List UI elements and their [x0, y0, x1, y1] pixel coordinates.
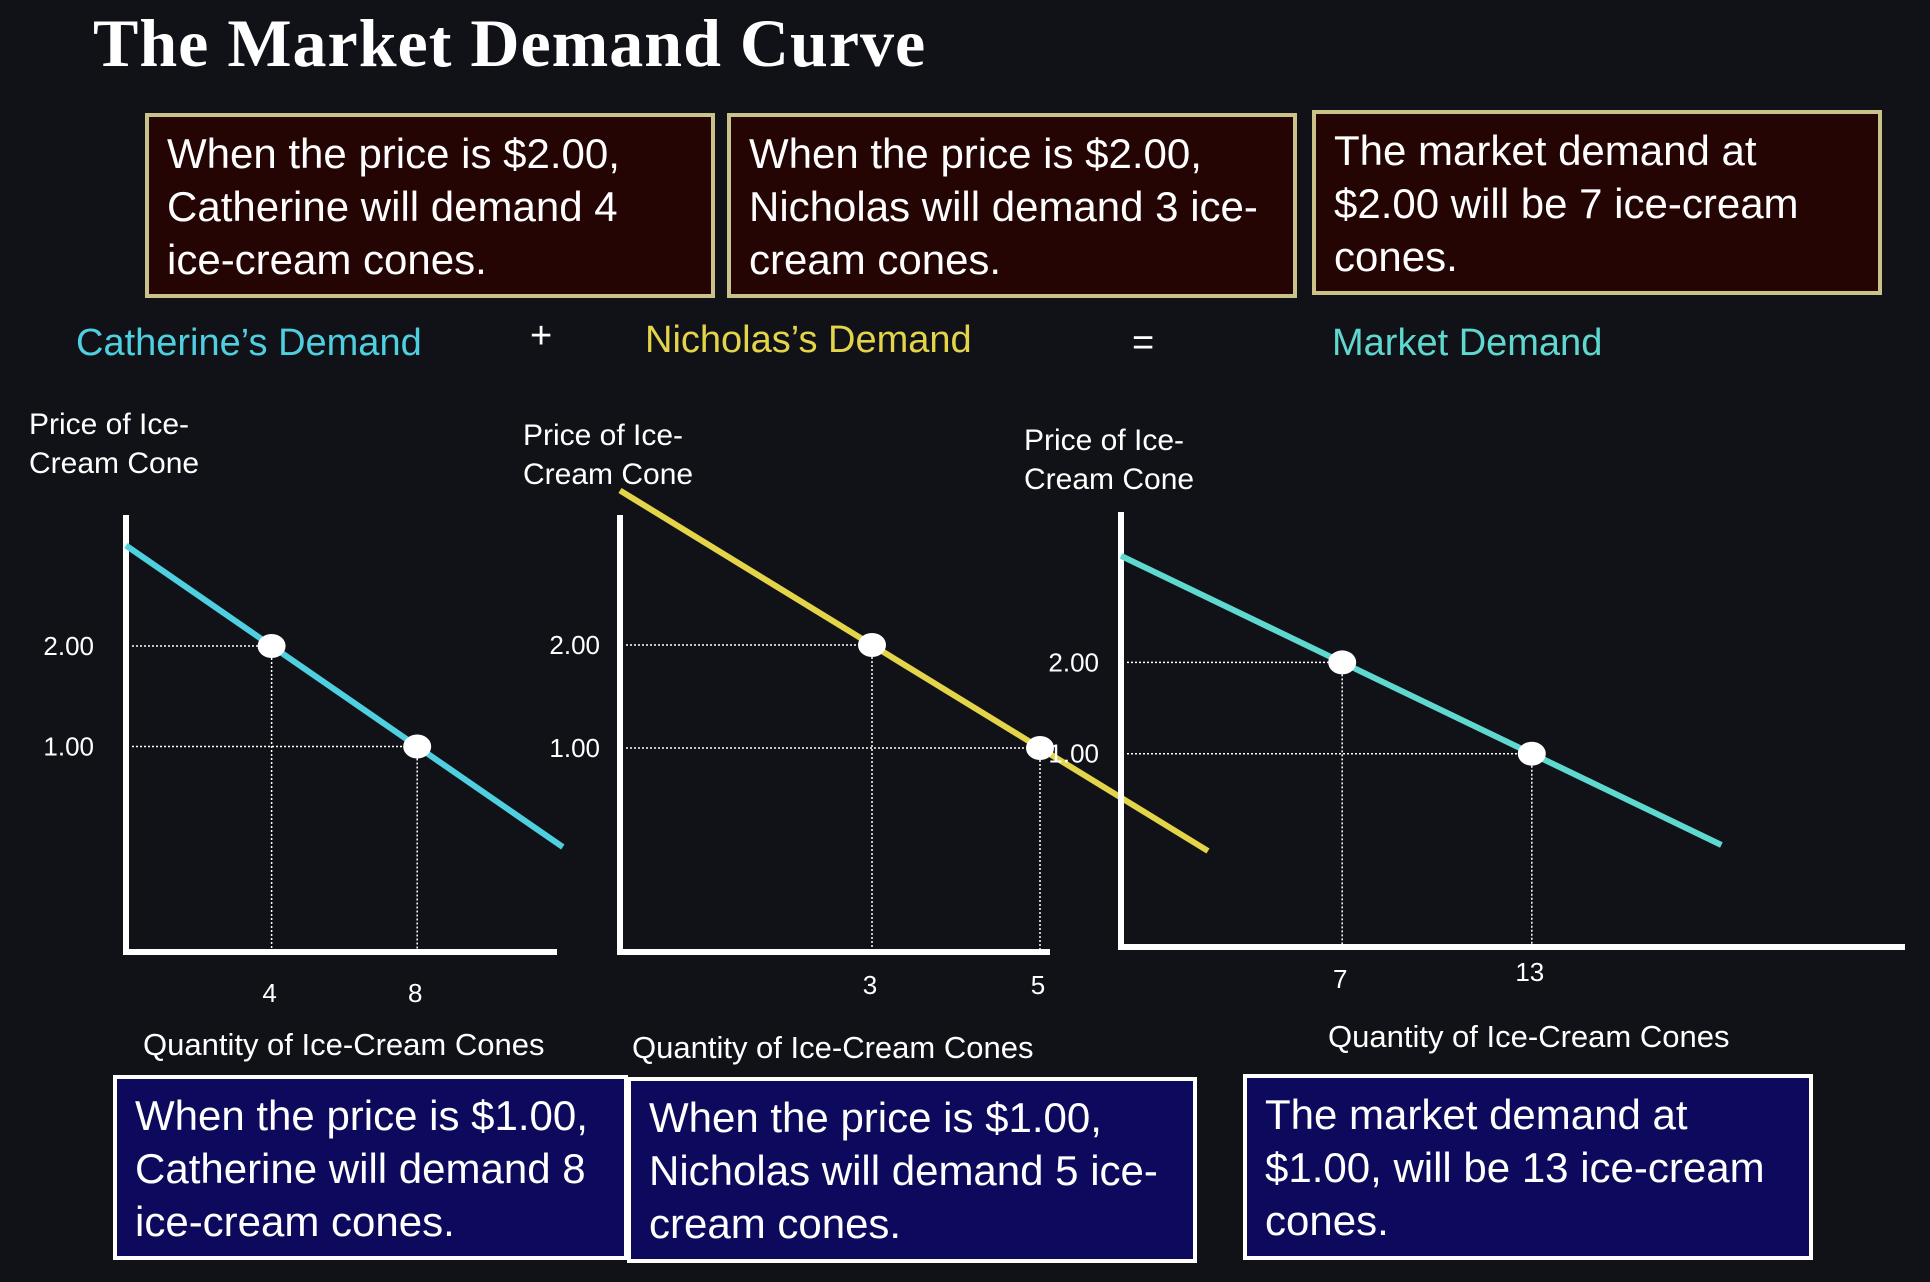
y-tick-label: 2.00 [1048, 647, 1099, 677]
demand-point [257, 634, 286, 658]
y-tick-label: 1.00 [549, 733, 600, 763]
catherine-price2-box: When the price is $2.00, Catherine will … [145, 113, 715, 298]
demand-chart-1: 2.00 4 1.00 8 [43, 515, 565, 1008]
demand-curve-line [124, 543, 565, 850]
demand-point [403, 734, 432, 759]
catherine-quantity-axis-title: Quantity of Ice-Cream Cones [143, 1027, 545, 1062]
market-demand-heading: Market Demand [1332, 322, 1603, 364]
x-tick-label: 7 [1333, 964, 1347, 994]
y-tick-label: 1.00 [1048, 739, 1099, 769]
price-axis-line1: Price of Ice- [1024, 424, 1185, 457]
nicholas-price1-box: When the price is $1.00, Nicholas will d… [627, 1077, 1197, 1263]
nicholas-price-axis-title: Price of Ice- Cream Cone [523, 416, 693, 494]
price-axis-line2: Cream Cone [1024, 463, 1195, 496]
price-axis-line2: Cream Cone [523, 458, 694, 491]
x-tick-label: 8 [408, 978, 422, 1008]
nicholas-demand-heading: Nicholas’s Demand [645, 319, 972, 361]
market-quantity-axis-title: Quantity of Ice-Cream Cones [1328, 1019, 1730, 1054]
demand-curve-line [618, 487, 1210, 854]
nicholas-quantity-axis-title: Quantity of Ice-Cream Cones [632, 1030, 1034, 1065]
price-axis-line1: Price of Ice- [29, 408, 190, 441]
page-title: The Market Demand Curve [93, 5, 927, 81]
x-tick-label: 4 [262, 978, 276, 1008]
demand-point [1026, 736, 1054, 760]
demand-chart-3: 2.00 7 1.00 13 [1048, 512, 1905, 994]
price-axis-line2: Cream Cone [29, 447, 200, 480]
x-tick-label: 3 [863, 970, 877, 1000]
x-tick-label: 5 [1031, 970, 1045, 1000]
y-tick-label: 2.00 [549, 630, 600, 660]
plus-sign: + [530, 315, 553, 357]
demand-chart-2: 2.00 3 1.00 5 [549, 487, 1210, 1000]
demand-point [858, 633, 886, 657]
catherine-demand-heading: Catherine’s Demand [76, 322, 422, 364]
demand-point [1328, 650, 1357, 675]
demand-curve-line [1119, 553, 1723, 848]
y-tick-label: 2.00 [43, 631, 94, 661]
market-price2-box: The market demand at $2.00 will be 7 ice… [1312, 110, 1882, 295]
catherine-price-axis-title: Price of Ice- Cream Cone [29, 405, 199, 483]
demand-point [1517, 741, 1546, 766]
price-axis-line1: Price of Ice- [523, 419, 684, 452]
x-tick-label: 13 [1515, 957, 1544, 987]
nicholas-price2-box: When the price is $2.00, Nicholas will d… [727, 113, 1297, 298]
catherine-price1-box: When the price is $1.00, Catherine will … [113, 1075, 628, 1260]
y-tick-label: 1.00 [43, 732, 94, 762]
market-price1-box: The market demand at $1.00, will be 13 i… [1243, 1074, 1813, 1260]
market-price-axis-title: Price of Ice- Cream Cone [1024, 421, 1194, 499]
equals-sign: = [1132, 322, 1155, 364]
